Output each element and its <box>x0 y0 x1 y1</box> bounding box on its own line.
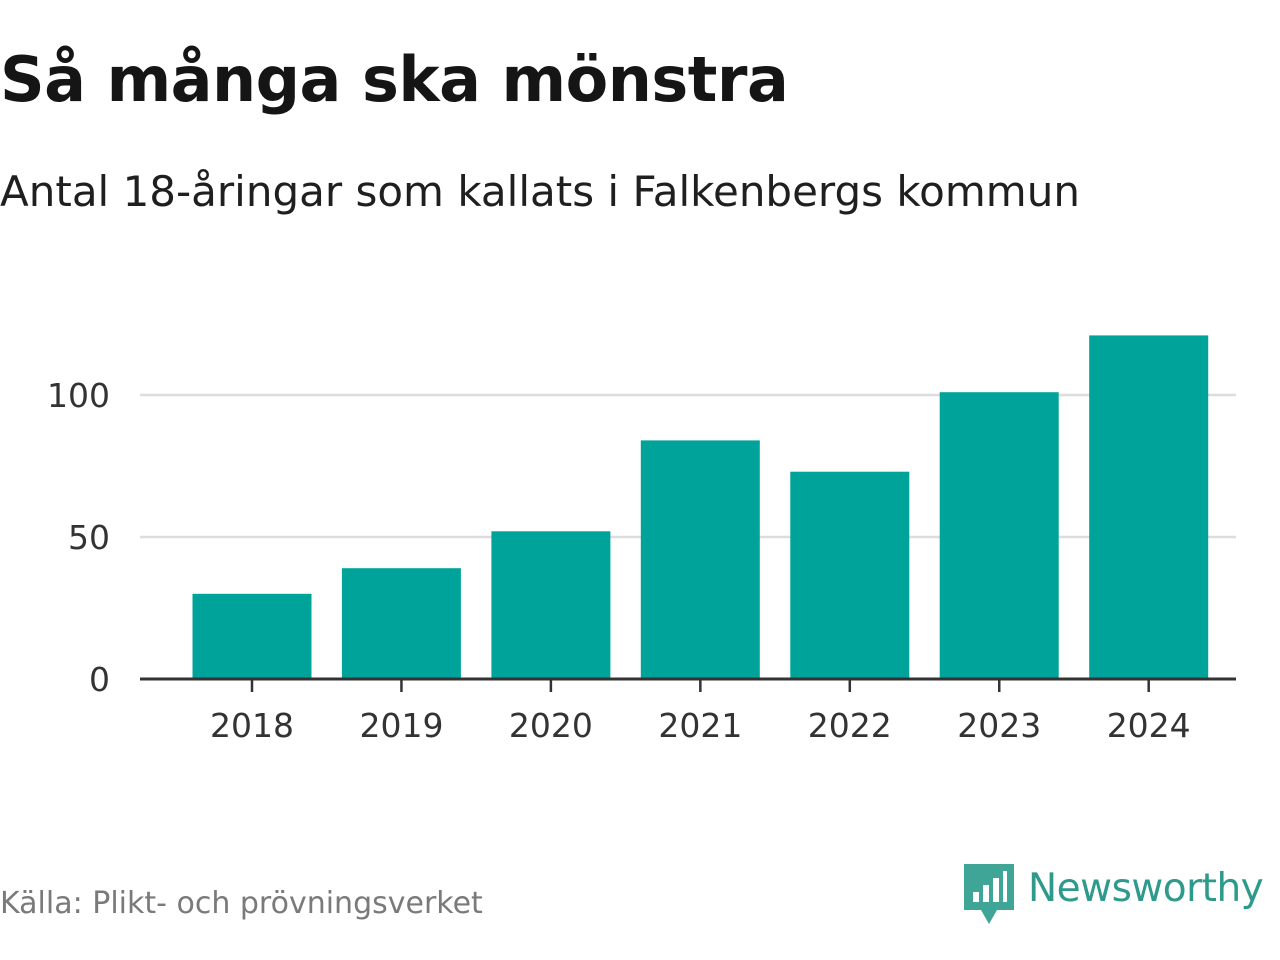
x-tick-label: 2024 <box>1107 706 1191 745</box>
bar-2019 <box>341 568 461 679</box>
brand-name: Newsworthy <box>1028 866 1264 911</box>
chart-title: Så många ska mönstra <box>0 43 789 116</box>
source-note: Källa: Plikt- och prövningsverket <box>0 886 483 921</box>
y-tick-label: 50 <box>68 518 110 557</box>
x-tick-label: 2021 <box>658 706 742 745</box>
brand-logo[interactable]: Newsworthy <box>964 864 1264 928</box>
axes: 0 50 100 2018 2019 2020 2021 2022 2023 2024 <box>47 376 1236 745</box>
chart-subtitle: Antal 18-åringar som kallats i Falkenber… <box>0 167 1080 216</box>
bar-2023 <box>939 392 1059 679</box>
bar-chart: 0 50 100 2018 2019 2020 2021 2022 2023 2024 <box>47 335 1236 745</box>
bar-2022 <box>790 471 910 679</box>
x-tick-label: 2018 <box>210 706 294 745</box>
bar-2018 <box>192 593 312 679</box>
newsworthy-logo-icon <box>964 864 1014 924</box>
bar-2020 <box>491 531 611 679</box>
x-tick-label: 2019 <box>359 706 443 745</box>
x-tick-label: 2020 <box>509 706 593 745</box>
y-tick-label: 100 <box>47 376 110 415</box>
bar-2021 <box>640 440 760 679</box>
x-tick-label: 2023 <box>957 706 1041 745</box>
bars <box>192 335 1209 679</box>
bar-2024 <box>1089 335 1209 679</box>
y-tick-label: 0 <box>89 660 110 699</box>
x-tick-label: 2022 <box>808 706 892 745</box>
